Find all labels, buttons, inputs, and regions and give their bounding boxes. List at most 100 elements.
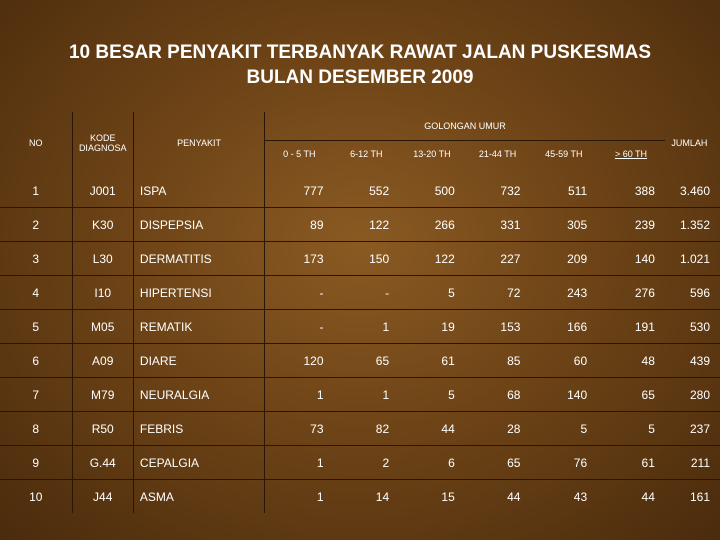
cell-age-value: 44	[399, 411, 465, 446]
cell-age-value: 65	[597, 377, 665, 412]
table-row: 1 J001 ISPA 777 552 500 732 511 388 3.460	[0, 174, 720, 208]
table-row: 8 R50 FEBRIS 73 82 44 28 5 5 237	[0, 411, 720, 446]
cell-age-value: 209	[530, 241, 598, 276]
cell-kode: R50	[71, 411, 134, 446]
cell-no: 5	[0, 309, 72, 344]
table-row: 4 I10 HIPERTENSI - -5 72 243 276 596	[0, 275, 720, 310]
cell-age-value: 44	[597, 479, 665, 513]
table-row: 10 J44 ASMA 1 14 15 44 43 44 161	[0, 479, 720, 513]
cell-age-value: 153	[464, 309, 531, 344]
cell-jumlah: 161	[664, 479, 720, 513]
cell-no: 1	[32, 183, 40, 198]
cell-age-value: 777	[264, 174, 334, 208]
table-header: NO KODE DIAGNOSA PENYAKIT GOLONGAN UMUR …	[0, 112, 720, 174]
cell-age-value: 552	[369, 183, 390, 198]
cell-age-value: 173	[264, 241, 334, 276]
cell-age-value: 150	[333, 241, 400, 276]
header-kode: KODE DIAGNOSA	[71, 112, 134, 174]
cell-age-value: 61	[399, 343, 465, 378]
cell-age-value: 305	[530, 207, 598, 242]
cell-age-value: 732	[500, 183, 521, 198]
cell-age-value: -	[264, 275, 334, 310]
cell-age-value: 5	[399, 275, 465, 310]
header-penyakit: PENYAKIT	[132, 112, 265, 174]
cell-age-value: 120	[264, 343, 334, 378]
header-age-6-12: 6-12 TH	[350, 148, 383, 159]
cell-age-value: 1	[333, 309, 400, 344]
cell-age-value: 82	[333, 411, 400, 446]
table-row: 7 M79 NEURALGIA 1 1 5 68 140 65 280	[0, 377, 720, 412]
cell-age-value: 43	[530, 479, 598, 513]
table-row: 3 L30 DERMATITIS 173 150 122 227 209 140 1.021	[0, 241, 720, 276]
cell-age-value: 1	[264, 479, 334, 513]
cell-jumlah: 280	[664, 377, 720, 412]
table-row: 9 G.44 CEPALGIA 1 2 6 65 76 61 211	[0, 445, 720, 480]
cell-age-value: 73	[264, 411, 334, 446]
cell-kode: G.44	[71, 445, 134, 480]
title-line-2: BULAN DESEMBER 2009	[246, 67, 474, 88]
cell-age-value: 266	[399, 207, 465, 242]
cell-age-value: 65	[333, 343, 400, 378]
header-golongan-umur: GOLONGAN UMUR	[264, 112, 665, 141]
cell-age-value: 72	[464, 275, 531, 310]
cell-age-value: 1	[333, 377, 400, 412]
cell-jumlah: 1.352	[664, 207, 720, 242]
cell-jumlah: 1.021	[664, 241, 720, 276]
cell-age-value: 166	[530, 309, 598, 344]
cell-age-value: 48	[597, 343, 665, 378]
slide-title: 10 BESAR PENYAKIT TERBANYAK RAWAT JALAN …	[0, 40, 720, 90]
cell-no: 7	[0, 377, 72, 412]
cell-penyakit: HIPERTENSI	[132, 275, 265, 310]
cell-age-value: 191	[597, 309, 665, 344]
cell-age-value: 2	[333, 445, 400, 480]
cell-jumlah: 596	[664, 275, 720, 310]
cell-jumlah: 3.460	[679, 183, 710, 198]
cell-penyakit: DISPEPSIA	[132, 207, 265, 242]
cell-penyakit: ISPA	[132, 174, 265, 208]
header-no: NO	[29, 138, 43, 148]
cell-jumlah: 530	[664, 309, 720, 344]
cell-no: 8	[0, 411, 72, 446]
cell-penyakit: DIARE	[132, 343, 265, 378]
cell-age-value: 388	[634, 183, 655, 198]
cell-age-value: 28	[464, 411, 531, 446]
cell-penyakit: REMATIK	[132, 309, 265, 344]
cell-age-value: 5	[597, 411, 665, 446]
cell-age-value: -	[333, 275, 400, 310]
cell-age-value: 14	[333, 479, 400, 513]
cell-jumlah: 237	[664, 411, 720, 446]
cell-kode: M05	[71, 309, 134, 344]
disease-table: NO KODE DIAGNOSA PENYAKIT GOLONGAN UMUR …	[0, 112, 720, 513]
cell-age-value: 19	[399, 309, 465, 344]
cell-age-value: 227	[464, 241, 531, 276]
cell-no: 6	[0, 343, 72, 378]
cell-jumlah: 439	[664, 343, 720, 378]
cell-age-value: 500	[434, 183, 455, 198]
cell-kode: L30	[71, 241, 134, 276]
cell-no: 2	[0, 207, 72, 242]
cell-age-value: 511	[567, 183, 588, 198]
cell-penyakit: CEPALGIA	[132, 445, 265, 480]
cell-kode: I10	[71, 275, 134, 310]
title-line-1: 10 BESAR PENYAKIT TERBANYAK RAWAT JALAN …	[68, 42, 652, 63]
cell-penyakit: DERMATITIS	[132, 241, 265, 276]
cell-age-value: 6	[399, 445, 465, 480]
cell-kode: M79	[71, 377, 134, 412]
header-jumlah: JUMLAH	[671, 138, 708, 148]
cell-kode: J001	[71, 174, 134, 208]
cell-jumlah: 211	[664, 445, 720, 480]
header-age-13-20: 13-20 TH	[413, 148, 451, 159]
cell-penyakit: NEURALGIA	[132, 377, 265, 412]
cell-age-value: 1	[264, 445, 334, 480]
cell-kode: K30	[71, 207, 134, 242]
cell-no: 3	[0, 241, 72, 276]
cell-age-value: -	[264, 309, 334, 344]
cell-age-value: 68	[464, 377, 531, 412]
cell-age-value: 76	[530, 445, 598, 480]
table-body: 1 J001 ISPA 777 552 500 732 511 388 3.460 2 K30 DISP…	[0, 174, 720, 513]
cell-age-value: 140	[597, 241, 665, 276]
cell-age-value: 5	[399, 377, 465, 412]
cell-age-value: 239	[597, 207, 665, 242]
cell-age-value: 140	[530, 377, 598, 412]
table-row: 6 A09 DIARE 120 65 61 85 60 48 439	[0, 343, 720, 378]
